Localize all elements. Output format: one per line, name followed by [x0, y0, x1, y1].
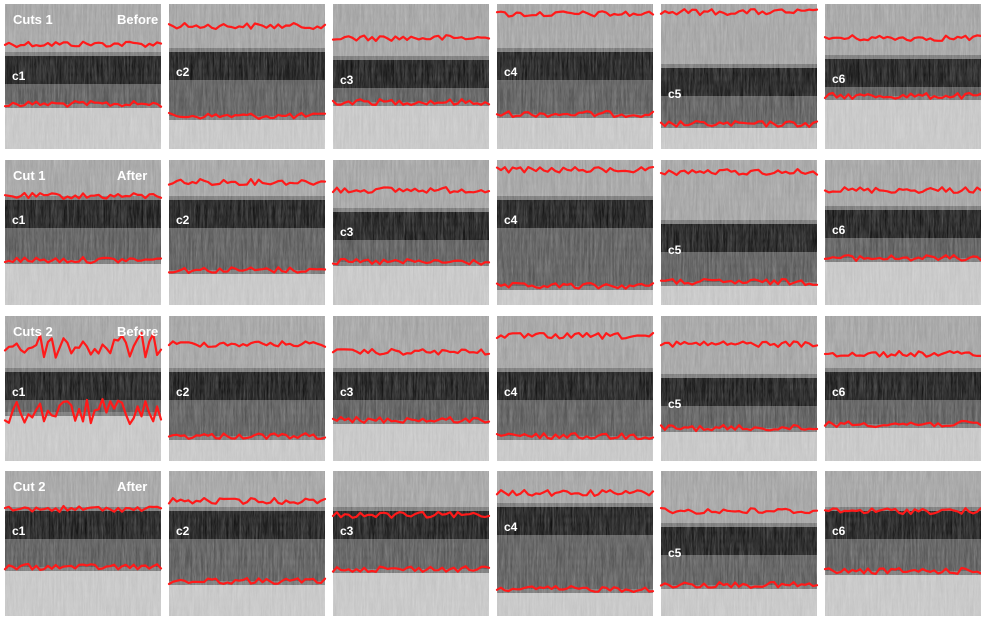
cut-label: c5	[668, 546, 682, 560]
row-state-label: Before	[117, 12, 158, 27]
panel-speckle	[825, 4, 981, 149]
panel-speckle	[333, 160, 489, 305]
cut-label: c5	[668, 397, 682, 411]
cut-label: c2	[176, 385, 190, 399]
cut-panel: c3	[333, 4, 489, 149]
panel-speckle	[333, 316, 489, 461]
cut-panel: c6	[825, 160, 981, 305]
cut-label: c1	[12, 213, 26, 227]
cut-label: c5	[668, 243, 682, 257]
cut-label: c2	[176, 524, 190, 538]
cut-label: c4	[504, 213, 518, 227]
panel-speckle	[661, 316, 817, 461]
cut-label: c6	[832, 524, 846, 538]
cut-label: c5	[668, 87, 682, 101]
figure-row: c1 c2 c3 c4 c5 c6 Cuts 1 Before	[5, 4, 981, 149]
cut-panel: c2	[169, 4, 325, 149]
cut-panel: c3	[333, 160, 489, 305]
cut-panel: c5	[661, 4, 817, 149]
cut-panel: c5	[661, 316, 817, 461]
cut-panel: c3	[333, 471, 489, 616]
row-state-label: Before	[117, 324, 158, 339]
cut-label: c6	[832, 72, 846, 86]
row-title: Cut 2	[13, 479, 46, 494]
panel-speckle	[169, 316, 325, 461]
row-title: Cuts 2	[13, 324, 53, 339]
cut-label: c1	[12, 524, 26, 538]
cut-label: c3	[340, 73, 354, 87]
cut-label: c3	[340, 385, 354, 399]
cut-panel: c2	[169, 471, 325, 616]
row-state-label: After	[117, 168, 147, 183]
panel-speckle	[169, 471, 325, 616]
cut-label: c1	[12, 385, 26, 399]
panel-speckle	[825, 316, 981, 461]
cut-label: c3	[340, 524, 354, 538]
cut-label: c2	[176, 65, 190, 79]
cut-panel: c4	[497, 4, 653, 149]
cut-panel: c2	[169, 316, 325, 461]
cut-panel: c4	[497, 471, 653, 616]
cut-panel: c4	[497, 316, 653, 461]
cut-panel: c6	[825, 4, 981, 149]
cut-label: c4	[504, 65, 518, 79]
cut-label: c1	[12, 69, 26, 83]
cut-panel: c3	[333, 316, 489, 461]
cut-label: c4	[504, 520, 518, 534]
panel-speckle	[661, 471, 817, 616]
panel-speckle	[825, 160, 981, 305]
row-title: Cuts 1	[13, 12, 53, 27]
figure-row: c1 c2 c3 c4 c5 c6 Cuts 2 Before	[5, 316, 981, 461]
cut-panel: c6	[825, 316, 981, 461]
figure-row: c1 c2 c3 c4 c5 c6 Cut 2 After	[5, 471, 981, 616]
cut-label: c6	[832, 223, 846, 237]
row-title: Cut 1	[13, 168, 46, 183]
cut-label: c3	[340, 225, 354, 239]
row-state-label: After	[117, 479, 147, 494]
cut-label: c2	[176, 213, 190, 227]
panel-speckle	[661, 4, 817, 149]
cut-panel: c5	[661, 471, 817, 616]
panel-speckle	[333, 4, 489, 149]
cut-label: c4	[504, 385, 518, 399]
panel-speckle	[333, 471, 489, 616]
panel-speckle	[825, 471, 981, 616]
cut-panel: c5	[661, 160, 817, 305]
cut-label: c6	[832, 385, 846, 399]
cut-panel: c4	[497, 160, 653, 305]
cut-panel: c2	[169, 160, 325, 305]
panel-speckle	[497, 4, 653, 149]
cut-panel: c6	[825, 471, 981, 616]
figure-row: c1 c2 c3 c4 c5 c6 Cut 1 After	[5, 160, 981, 305]
